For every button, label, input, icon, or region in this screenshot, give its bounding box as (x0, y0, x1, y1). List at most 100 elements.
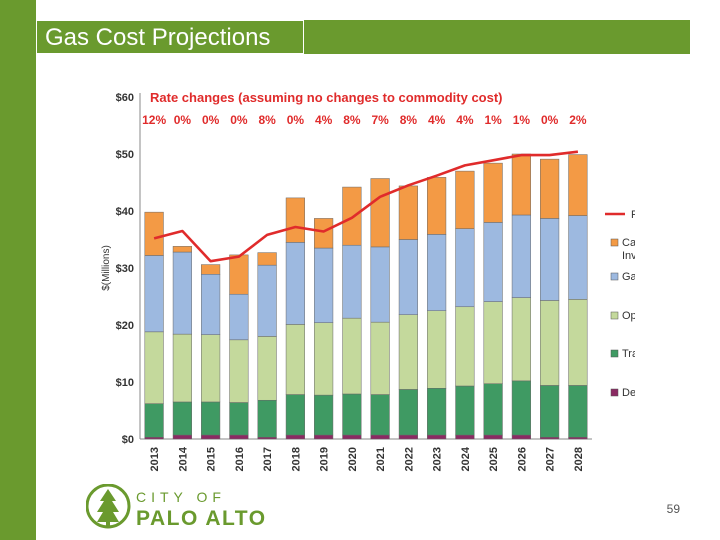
bar-operations (201, 334, 221, 403)
bar-capital-investment (257, 252, 277, 266)
legend-label: Debt Service (622, 387, 635, 399)
bar-capital-investment (314, 218, 334, 249)
y-tick-label: $40 (116, 206, 134, 218)
bar-transfers (314, 394, 334, 436)
x-tick-label: 2020 (347, 447, 359, 471)
bar-gas-supply (540, 218, 560, 301)
bar-debt-service (285, 434, 305, 440)
bar-transfers (511, 380, 531, 436)
bar-debt-service (201, 434, 221, 440)
rate-change-label: 0% (174, 113, 192, 127)
rate-change-label: 4% (315, 113, 333, 127)
x-tick-label: 2026 (516, 447, 528, 471)
page-number: 59 (666, 502, 680, 516)
y-tick-label: $10 (116, 377, 134, 389)
rate-change-label: 8% (400, 113, 418, 127)
legend-swatch (610, 388, 619, 397)
bar-transfers (483, 383, 503, 436)
x-tick-label: 2016 (234, 447, 246, 471)
bar-debt-service (314, 434, 334, 440)
title-box: Gas Cost Projections (36, 20, 304, 54)
palo-alto-logo: CITY OF PALO ALTO (86, 484, 267, 530)
bar-transfers (342, 393, 362, 436)
rate-change-label: 12% (142, 113, 166, 127)
slide-title: Gas Cost Projections (45, 24, 271, 51)
bar-capital-investment (144, 211, 164, 256)
rate-change-label: 4% (428, 113, 446, 127)
bar-operations (370, 321, 390, 395)
legend-swatch (610, 349, 619, 358)
rate-change-label: 4% (456, 113, 474, 127)
bar-transfers (370, 394, 390, 436)
bar-capital-investment (568, 154, 588, 216)
bar-debt-service (455, 434, 475, 440)
bar-operations (483, 301, 503, 384)
bar-capital-investment (342, 186, 362, 246)
bar-operations (285, 324, 305, 395)
x-tick-label: 2013 (149, 447, 161, 471)
bar-transfers (398, 389, 418, 436)
bar-capital-investment (455, 170, 475, 229)
bar-operations (172, 333, 192, 403)
bar-capital-investment (483, 162, 503, 223)
bar-operations (342, 317, 362, 395)
legend-swatch (610, 311, 619, 320)
rate-change-label: 1% (513, 113, 531, 127)
bar-gas-supply (201, 274, 221, 335)
bar-transfers (427, 388, 447, 436)
legend-label: Gas Supply (622, 271, 635, 283)
rate-change-label: 0% (202, 113, 220, 127)
bar-debt-service (257, 437, 277, 440)
bar-operations (229, 339, 249, 403)
x-tick-label: 2021 (375, 447, 387, 471)
bar-capital-investment (229, 254, 249, 295)
x-tick-label: 2014 (177, 446, 189, 471)
bar-gas-supply (511, 214, 531, 298)
tree-trunk-icon (106, 522, 110, 527)
rate-change-label: 8% (343, 113, 361, 127)
left-accent-bar (0, 0, 36, 540)
bar-operations (540, 300, 560, 386)
logo-name-text: PALO ALTO (136, 507, 267, 530)
y-tick-label: $50 (116, 149, 134, 161)
bar-transfers (201, 401, 221, 436)
tree-icon (97, 489, 119, 522)
x-tick-label: 2017 (262, 447, 274, 471)
chart-area: $0 $10 $20 $30 $40 $50 $60 $(Millions) 2013 2014 2… (95, 78, 685, 482)
bar-capital-investment (427, 177, 447, 235)
x-tick-label: 2018 (290, 447, 302, 471)
bar-transfers (568, 385, 588, 438)
legend-swatch (610, 238, 619, 247)
bar-gas-supply (342, 244, 362, 319)
bar-gas-supply (314, 247, 334, 323)
bar-gas-supply (398, 239, 418, 315)
bar-debt-service (370, 434, 390, 440)
bar-debt-service (398, 434, 418, 440)
bar-capital-investment (398, 185, 418, 240)
rate-change-label: 1% (484, 113, 502, 127)
bar-debt-service (568, 437, 588, 440)
x-tick-label: 2028 (573, 447, 585, 471)
bar-debt-service (342, 434, 362, 440)
bar-operations (398, 314, 418, 390)
gas-cost-chart: $0 $10 $20 $30 $40 $50 $60 $(Millions) 2013 2014 2… (101, 90, 685, 471)
bar-debt-service (540, 437, 560, 440)
legend-label: Revenue (631, 209, 635, 221)
rate-change-label: 0% (541, 113, 559, 127)
bar-operations (511, 297, 531, 382)
bar-capital-investment (201, 264, 221, 275)
x-tick-label: 2019 (319, 447, 331, 471)
bar-operations (257, 336, 277, 401)
legend-label: Transfers (622, 348, 635, 360)
bar-gas-supply (285, 242, 305, 325)
bar-gas-supply (370, 246, 390, 323)
bar-capital-investment (511, 153, 531, 216)
bar-operations (455, 306, 475, 387)
bar-capital-investment (172, 246, 192, 253)
bar-gas-supply (455, 228, 475, 308)
bar-transfers (229, 402, 249, 436)
bar-transfers (455, 385, 475, 436)
x-tick-label: 2015 (206, 447, 218, 471)
legend-label: Investment (622, 250, 635, 262)
legend-swatch (610, 272, 619, 281)
